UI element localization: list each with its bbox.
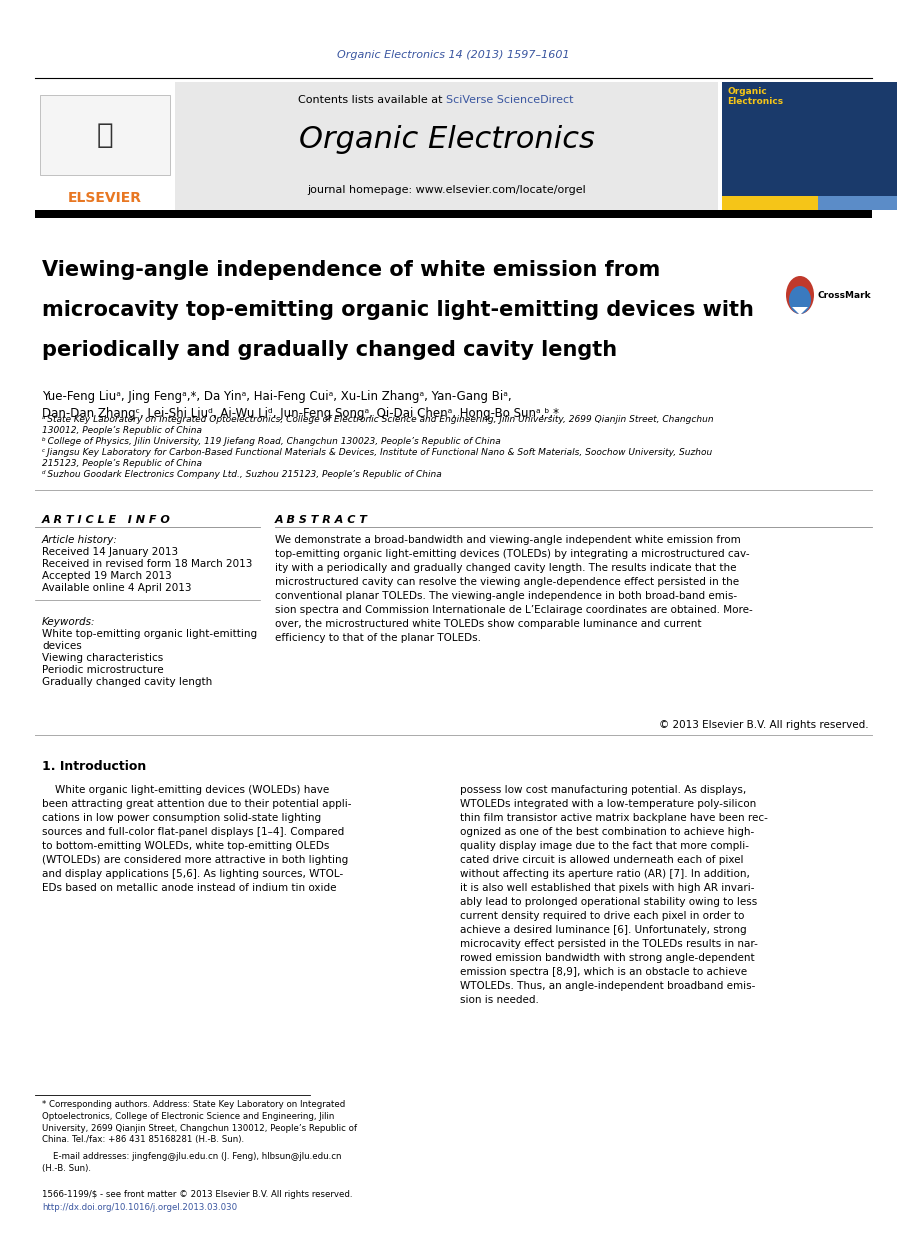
Text: E-mail addresses: jingfeng@jlu.edu.cn (J. Feng), hlbsun@jlu.edu.cn
(H.-B. Sun).: E-mail addresses: jingfeng@jlu.edu.cn (J…: [42, 1153, 342, 1172]
Text: ᵇ College of Physics, Jilin University, 119 Jiefang Road, Changchun 130023, Peop: ᵇ College of Physics, Jilin University, …: [42, 437, 501, 446]
Text: ᶜ Jiangsu Key Laboratory for Carbon-Based Functional Materials & Devices, Instit: ᶜ Jiangsu Key Laboratory for Carbon-Base…: [42, 448, 712, 457]
Bar: [175, 82, 718, 210]
Bar: [40, 95, 170, 175]
Text: A B S T R A C T: A B S T R A C T: [275, 515, 368, 525]
Text: Article history:: Article history:: [42, 535, 118, 545]
Bar: [35, 210, 872, 218]
Text: ELSEVIER: ELSEVIER: [68, 191, 142, 206]
Text: periodically and gradually changed cavity length: periodically and gradually changed cavit…: [42, 340, 617, 360]
Text: Viewing characteristics: Viewing characteristics: [42, 652, 163, 664]
Text: Organic
Electronics: Organic Electronics: [727, 87, 783, 106]
Text: possess low cost manufacturing potential. As displays,
WTOLEDs integrated with a: possess low cost manufacturing potential…: [460, 785, 768, 1005]
Polygon shape: [792, 307, 808, 314]
Text: 1566-1199/$ - see front matter © 2013 Elsevier B.V. All rights reserved.: 1566-1199/$ - see front matter © 2013 El…: [42, 1190, 353, 1198]
Text: microcavity top-emitting organic light-emitting devices with: microcavity top-emitting organic light-e…: [42, 300, 754, 319]
Text: We demonstrate a broad-bandwidth and viewing-angle independent white emission fr: We demonstrate a broad-bandwidth and vie…: [275, 535, 753, 643]
Text: Yue-Feng Liuᵃ, Jing Fengᵃ,*, Da Yinᵃ, Hai-Feng Cuiᵃ, Xu-Lin Zhangᵃ, Yan-Gang Biᵃ: Yue-Feng Liuᵃ, Jing Fengᵃ,*, Da Yinᵃ, Ha…: [42, 390, 512, 404]
Text: Received in revised form 18 March 2013: Received in revised form 18 March 2013: [42, 560, 252, 569]
Text: SciVerse ScienceDirect: SciVerse ScienceDirect: [446, 95, 574, 105]
Text: * Corresponding authors. Address: State Key Laboratory on Integrated
Optoelectro: * Corresponding authors. Address: State …: [42, 1101, 357, 1144]
Text: journal homepage: www.elsevier.com/locate/orgel: journal homepage: www.elsevier.com/locat…: [307, 184, 586, 196]
Text: devices: devices: [42, 641, 82, 651]
Text: Received 14 January 2013: Received 14 January 2013: [42, 547, 178, 557]
Text: 130012, People’s Republic of China: 130012, People’s Republic of China: [42, 426, 202, 435]
Text: 1. Introduction: 1. Introduction: [42, 760, 146, 773]
Text: © 2013 Elsevier B.V. All rights reserved.: © 2013 Elsevier B.V. All rights reserved…: [659, 721, 869, 730]
Text: ᵈ Suzhou Goodark Electronics Company Ltd., Suzhou 215123, People’s Republic of C: ᵈ Suzhou Goodark Electronics Company Ltd…: [42, 470, 442, 479]
Text: ᵃ State Key Laboratory on Integrated Optoelectronics, College of Electronic Scie: ᵃ State Key Laboratory on Integrated Opt…: [42, 415, 714, 423]
Bar: [818, 196, 897, 210]
Text: 🌳: 🌳: [97, 121, 113, 149]
Bar: [722, 82, 897, 210]
Text: Keywords:: Keywords:: [42, 617, 95, 626]
Ellipse shape: [789, 286, 811, 314]
Text: Periodic microstructure: Periodic microstructure: [42, 665, 163, 675]
Text: Gradually changed cavity length: Gradually changed cavity length: [42, 677, 212, 687]
Text: Organic Electronics 14 (2013) 1597–1601: Organic Electronics 14 (2013) 1597–1601: [337, 50, 570, 59]
Bar: [35, 82, 175, 210]
Bar: [722, 196, 818, 210]
Text: Available online 4 April 2013: Available online 4 April 2013: [42, 583, 191, 593]
Text: White top-emitting organic light-emitting: White top-emitting organic light-emittin…: [42, 629, 257, 639]
Text: White organic light-emitting devices (WOLEDs) have
been attracting great attenti: White organic light-emitting devices (WO…: [42, 785, 352, 893]
Text: http://dx.doi.org/10.1016/j.orgel.2013.03.030: http://dx.doi.org/10.1016/j.orgel.2013.0…: [42, 1203, 237, 1212]
Text: CrossMark: CrossMark: [818, 291, 872, 300]
Text: Organic Electronics: Organic Electronics: [298, 125, 594, 155]
Ellipse shape: [786, 276, 814, 314]
Text: Viewing-angle independence of white emission from: Viewing-angle independence of white emis…: [42, 260, 660, 280]
Text: 215123, People’s Republic of China: 215123, People’s Republic of China: [42, 459, 202, 468]
Text: A R T I C L E   I N F O: A R T I C L E I N F O: [42, 515, 171, 525]
Text: Contents lists available at: Contents lists available at: [298, 95, 446, 105]
Text: Dan-Dan Zhangᶜ, Lei-Shi Liuᵈ, Ai-Wu Liᵈ, Jun-Feng Songᵃ, Qi-Dai Chenᵃ, Hong-Bo S: Dan-Dan Zhangᶜ, Lei-Shi Liuᵈ, Ai-Wu Liᵈ,…: [42, 407, 559, 420]
Text: Accepted 19 March 2013: Accepted 19 March 2013: [42, 571, 171, 581]
